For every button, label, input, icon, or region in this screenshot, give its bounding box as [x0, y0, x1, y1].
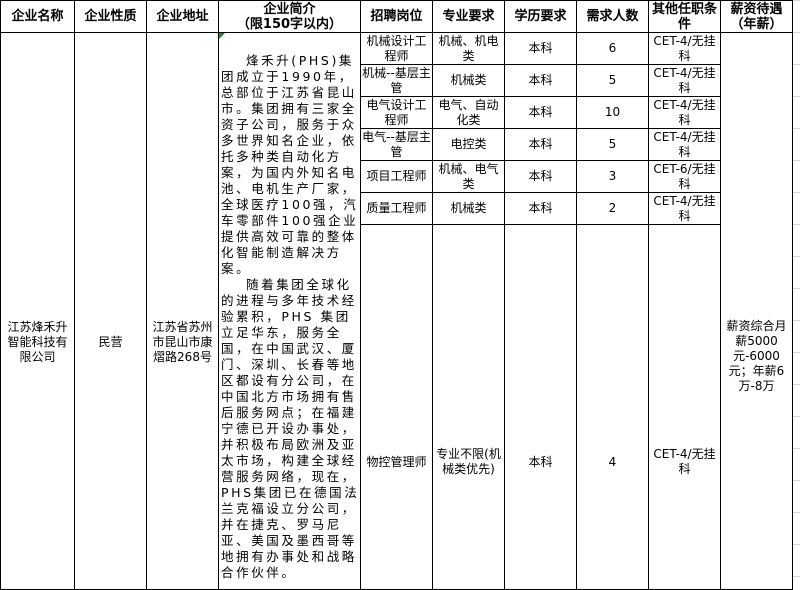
position-cell[interactable]: 机械--基层主管 [360, 64, 433, 97]
major-cell[interactable]: 机械、机电类 [432, 32, 505, 65]
count-cell[interactable]: 4 [576, 224, 649, 590]
company-address-cell[interactable]: 江苏省苏州市昆山市康熠路268号 [146, 32, 219, 590]
education-cell[interactable]: 本科 [504, 192, 577, 225]
column-header[interactable]: 企业地址 [146, 0, 219, 33]
column-header[interactable]: 需求人数 [576, 0, 649, 33]
table-row: 江苏烽禾升智能科技有限公司 民营 江苏省苏州市昆山市康熠路268号 烽禾升(PHS)集… [0, 32, 793, 590]
position-cell[interactable]: 物控管理师 [360, 224, 433, 590]
count-cell[interactable]: 6 [576, 32, 649, 65]
education-cell[interactable]: 本科 [504, 160, 577, 193]
position-cell[interactable]: 质量工程师 [360, 192, 433, 225]
major-cell[interactable]: 机械类 [432, 192, 505, 225]
column-header[interactable]: 学历要求 [504, 0, 577, 33]
table-row: 物控管理师 专业不限(机械类优先) 本科 4 CET-4/无挂科 [1, 224, 793, 590]
major-cell[interactable]: 专业不限(机械类优先) [432, 224, 505, 590]
other-cell[interactable]: CET-4/无挂科 [648, 32, 721, 65]
company-type-cell[interactable]: 民营 [74, 32, 147, 590]
salary-cell[interactable]: 薪资综合月薪5000元-6000元；年薪6万-8万 [720, 32, 793, 590]
education-cell[interactable]: 本科 [504, 128, 577, 161]
major-cell[interactable]: 电控类 [432, 128, 505, 161]
other-cell[interactable]: CET-4/无挂科 [648, 224, 721, 590]
education-cell[interactable]: 本科 [504, 32, 577, 65]
intro-paragraph: 烽禾升(PHS)集团成立于1990年，总部位于江苏省昆山市。集团拥有三家全资子公… [221, 53, 359, 276]
column-header[interactable]: 专业要求 [432, 0, 505, 33]
education-cell[interactable]: 本科 [504, 96, 577, 129]
major-cell[interactable]: 机械类 [432, 64, 505, 97]
other-cell[interactable]: CET-4/无挂科 [648, 96, 721, 129]
education-cell[interactable]: 本科 [504, 64, 577, 97]
company-name-cell[interactable]: 江苏烽禾升智能科技有限公司 [0, 32, 75, 590]
column-header[interactable]: 企业简介 （限150字以内） [218, 0, 361, 33]
position-cell[interactable]: 机械设计工程师 [360, 32, 433, 65]
table-row: 电气--基层主管 电控类 本科 5 CET-4/无挂科 [1, 128, 793, 161]
position-cell[interactable]: 电气设计工程师 [360, 96, 433, 129]
count-cell[interactable]: 3 [576, 160, 649, 193]
count-cell[interactable]: 5 [576, 128, 649, 161]
major-cell[interactable]: 电气、自动化类 [432, 96, 505, 129]
table-row: 项目工程师 机械、电气类 本科 3 CET-6/无挂科 [1, 160, 793, 193]
major-cell[interactable]: 机械、电气类 [432, 160, 505, 193]
other-cell[interactable]: CET-4/无挂科 [648, 64, 721, 97]
other-cell[interactable]: CET-4/无挂科 [648, 128, 721, 161]
position-cell[interactable]: 项目工程师 [360, 160, 433, 193]
column-header[interactable]: 招聘岗位 [360, 0, 433, 33]
comment-indicator-icon [219, 33, 225, 39]
count-cell[interactable]: 10 [576, 96, 649, 129]
position-cell[interactable]: 电气--基层主管 [360, 128, 433, 161]
count-cell[interactable]: 5 [576, 64, 649, 97]
column-header[interactable]: 企业名称 [0, 0, 75, 33]
other-cell[interactable]: CET-4/无挂科 [648, 192, 721, 225]
other-cell[interactable]: CET-6/无挂科 [648, 160, 721, 193]
table-row: 电气设计工程师 电气、自动化类 本科 10 CET-4/无挂科 [1, 96, 793, 129]
column-header[interactable]: 其他任职条件 [648, 0, 721, 33]
table-row: 机械--基层主管 机械类 本科 5 CET-4/无挂科 [1, 64, 793, 97]
education-cell[interactable]: 本科 [504, 224, 577, 590]
column-header[interactable]: 企业性质 [74, 0, 147, 33]
count-cell[interactable]: 2 [576, 192, 649, 225]
company-intro-cell[interactable]: 烽禾升(PHS)集团成立于1990年，总部位于江苏省昆山市。集团拥有三家全资子公… [218, 32, 361, 590]
intro-paragraph: 随着集团全球化的进程与多年技术经验累积，PHS 集团立足华东，服务全国，在中国武… [221, 277, 360, 580]
column-header[interactable]: 薪资待遇 （年薪） [720, 0, 793, 33]
